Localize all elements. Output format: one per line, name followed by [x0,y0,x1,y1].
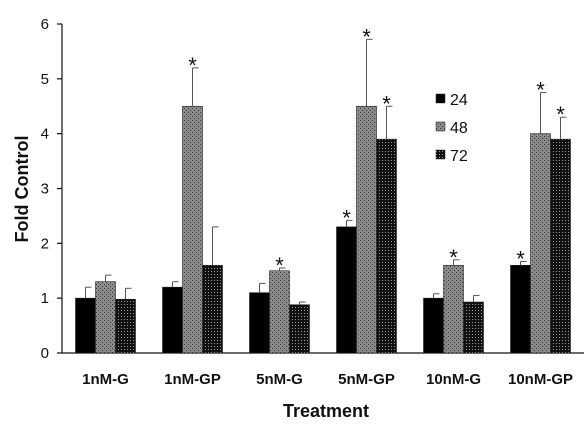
x-category-label: 10nM-GP [508,371,573,388]
significance-marker: * [536,78,545,103]
legend-label-72: 72 [450,148,468,165]
bar-24 [249,292,270,354]
y-tick-label: 6 [41,16,49,33]
plot-area: 0 1 2 3 4 5 6 1nM-G * 1nM-GP * 5nM-G * * * 5nM-GP * 10nM-… [41,16,584,388]
x-category-label: 5nM-G [256,371,303,388]
bar-72 [202,264,223,354]
bar-48 [269,270,290,354]
x-category-label: 1nM-GP [164,371,221,388]
significance-marker: * [449,245,458,270]
y-tick-label: 0 [41,345,49,362]
bar-24 [75,297,96,354]
x-category-label: 10nM-G [426,371,481,388]
legend-swatch-48 [435,121,446,132]
bar-72 [463,301,484,354]
bar-24 [510,264,531,354]
significance-marker: * [382,91,391,116]
bar-24 [336,226,357,354]
bar-48 [443,264,464,354]
legend: 24 48 72 [435,92,468,165]
bar-48 [530,133,551,354]
bar-48 [95,281,116,354]
bar-72 [550,138,571,354]
x-axis-title: Treatment [283,401,369,421]
y-tick-label: 3 [41,181,49,198]
legend-label-24: 24 [450,92,468,109]
bar-48 [356,105,377,354]
y-tick-label: 2 [41,235,49,252]
bar-72 [289,304,310,354]
legend-swatch-24 [435,93,446,104]
x-category-label: 1nM-G [82,371,129,388]
significance-marker: * [362,24,371,49]
y-tick-label: 1 [41,290,49,307]
y-axis-title: Fold Control [12,136,32,243]
y-tick-label: 4 [41,126,49,143]
y-tick-label: 5 [41,71,49,88]
significance-marker: * [516,246,525,271]
significance-marker: * [342,205,351,230]
legend-label-48: 48 [450,120,468,137]
significance-marker: * [188,53,197,78]
legend-swatch-72 [435,149,446,160]
x-category-label: 5nM-GP [338,371,395,388]
bar-72 [376,138,397,354]
bar-72 [115,298,136,354]
significance-marker: * [556,102,565,127]
bar-24 [423,297,444,354]
bar-24 [162,286,183,354]
significance-marker: * [275,253,284,278]
bar-48 [182,105,203,354]
